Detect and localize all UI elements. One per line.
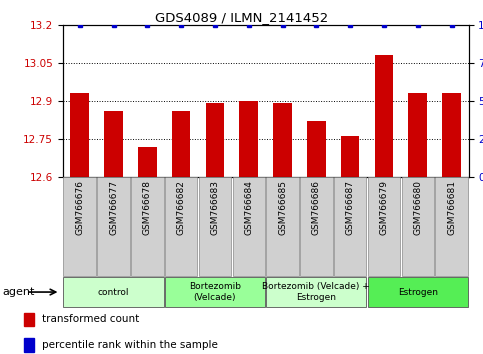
- Bar: [401, 177, 434, 276]
- Bar: [138, 147, 156, 177]
- Bar: [442, 93, 461, 177]
- Bar: [165, 277, 265, 307]
- Text: GSM766679: GSM766679: [380, 180, 388, 235]
- Text: Estrogen: Estrogen: [398, 287, 438, 297]
- Bar: [165, 177, 198, 276]
- Text: Bortezomib (Velcade) +
Estrogen: Bortezomib (Velcade) + Estrogen: [262, 282, 370, 302]
- Text: GSM766680: GSM766680: [413, 180, 422, 235]
- Bar: [24, 313, 34, 326]
- Bar: [71, 93, 89, 177]
- Bar: [63, 177, 96, 276]
- Text: GSM766682: GSM766682: [177, 180, 185, 235]
- Bar: [131, 177, 164, 276]
- Bar: [375, 55, 393, 177]
- Bar: [334, 177, 367, 276]
- Text: GSM766677: GSM766677: [109, 180, 118, 235]
- Text: transformed count: transformed count: [42, 314, 139, 325]
- Text: GSM766678: GSM766678: [143, 180, 152, 235]
- Text: GSM766683: GSM766683: [211, 180, 219, 235]
- Text: GSM766684: GSM766684: [244, 180, 253, 235]
- Text: Bortezomib
(Velcade): Bortezomib (Velcade): [189, 282, 241, 302]
- Bar: [300, 177, 333, 276]
- Text: GSM766676: GSM766676: [75, 180, 84, 235]
- Bar: [368, 177, 400, 276]
- Text: GSM766681: GSM766681: [447, 180, 456, 235]
- Text: percentile rank within the sample: percentile rank within the sample: [42, 340, 217, 350]
- Text: agent: agent: [2, 287, 35, 297]
- Bar: [435, 177, 468, 276]
- Bar: [232, 177, 265, 276]
- Bar: [368, 277, 468, 307]
- Bar: [341, 136, 359, 177]
- Text: control: control: [98, 287, 129, 297]
- Bar: [206, 103, 224, 177]
- Text: GDS4089 / ILMN_2141452: GDS4089 / ILMN_2141452: [155, 11, 328, 24]
- Text: GSM766685: GSM766685: [278, 180, 287, 235]
- Bar: [104, 111, 123, 177]
- Bar: [266, 177, 299, 276]
- Bar: [409, 93, 427, 177]
- Bar: [63, 277, 164, 307]
- Text: GSM766687: GSM766687: [346, 180, 355, 235]
- Bar: [273, 103, 292, 177]
- Bar: [24, 338, 34, 352]
- Bar: [266, 277, 367, 307]
- Bar: [307, 121, 326, 177]
- Bar: [97, 177, 130, 276]
- Bar: [172, 111, 190, 177]
- Bar: [240, 101, 258, 177]
- Bar: [199, 177, 231, 276]
- Text: GSM766686: GSM766686: [312, 180, 321, 235]
